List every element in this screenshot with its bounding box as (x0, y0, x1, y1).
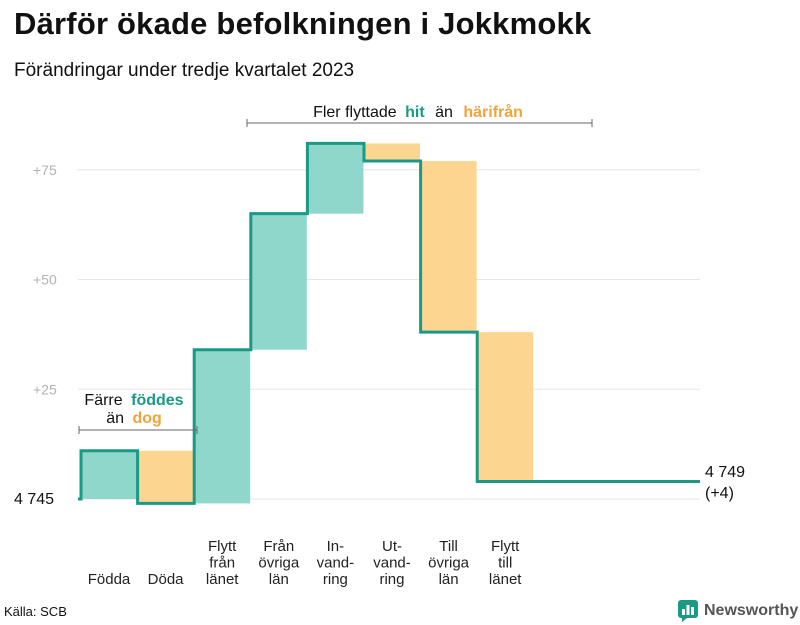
bar-flytt-till-länet (477, 332, 534, 482)
category-label: länet (206, 571, 239, 588)
category-label: Från (263, 538, 294, 555)
category-label: ring (323, 571, 348, 588)
category-label: vand- (373, 555, 411, 572)
births-annotation-bold: föddes (131, 392, 184, 409)
source-note: Källa: SCB (4, 604, 67, 619)
start-value-label: 4 745 (14, 491, 54, 508)
chart-subtitle: Förändringar under tredje kvartalet 2023 (14, 60, 355, 81)
category-label: ring (379, 571, 404, 588)
bar-döda (137, 450, 194, 504)
svg-text:Fler flyttade hit: Fler flyttade hit än härifrån (313, 103, 523, 121)
migration-annotation: Fler flyttade hit än härifrån (246, 103, 593, 127)
category-label: Döda (148, 571, 185, 588)
end-change-label: (+4) (705, 485, 734, 502)
category-label: Flytt (491, 538, 520, 555)
bar-in-vand-ring (307, 143, 364, 214)
grid-lines (78, 169, 700, 500)
migration-annotation-text: Fler flyttade (313, 104, 397, 121)
waterfall-bars (81, 143, 534, 504)
category-label: övriga (428, 555, 470, 572)
svg-text:än dog: än dog (106, 410, 162, 427)
y-axis-ticks: +25 +50 +75 (33, 162, 57, 398)
category-label: län (439, 571, 459, 588)
deaths-annotation-text: än (106, 410, 124, 427)
migration-annotation-bold-hit: hit (405, 104, 425, 121)
y-tick-label: +25 (33, 381, 57, 397)
category-label: Till (439, 538, 458, 555)
category-labels: Födda DödaFlyttfrånlänetFrånövrigalänIn-v… (88, 538, 523, 588)
y-tick-label: +50 (33, 272, 57, 288)
running-total-line (78, 141, 700, 505)
category-label: Födda (88, 571, 131, 588)
svg-text:Färre föddes: Färre föddes (84, 392, 183, 409)
category-label: Flytt (208, 538, 237, 555)
category-label: län (269, 571, 289, 588)
deaths-annotation-bold: dog (132, 410, 161, 427)
migration-annotation-text-2: än (435, 104, 453, 121)
bar-till-övriga-län (420, 160, 477, 333)
category-label: till (498, 555, 512, 572)
births-annotation-text: Färre (84, 392, 122, 409)
bar-flytt-från-länet (194, 349, 251, 504)
chart-title: Därför ökade befolkningen i Jokkmokk (14, 6, 592, 41)
brand-name: Newsworthy (704, 602, 799, 619)
births-annotation: Färre föddes än dog (78, 392, 198, 434)
bar-ut-vand-ring (364, 143, 420, 161)
y-tick-label: +75 (33, 162, 57, 178)
migration-annotation-bold-harifran: härifrån (463, 103, 523, 121)
bar-chart-icon (678, 600, 698, 622)
end-value-label: 4 749 (705, 464, 745, 481)
category-label: vand- (317, 555, 355, 572)
category-label: In- (327, 538, 345, 555)
category-label: från (209, 555, 235, 572)
brand-logo[interactable]: Newsworthy (678, 600, 798, 622)
category-label: Ut- (382, 538, 402, 555)
bar-födda (81, 450, 137, 499)
category-label: övriga (258, 555, 300, 572)
bar-från-övriga-län (250, 213, 307, 350)
category-label: länet (489, 571, 522, 588)
